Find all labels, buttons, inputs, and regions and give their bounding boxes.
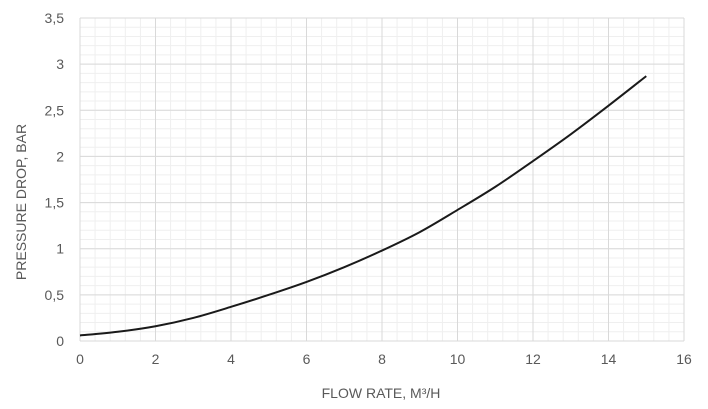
- y-tick-label: 0,5: [45, 287, 65, 303]
- x-tick-label: 12: [525, 351, 541, 367]
- x-tick-label: 2: [152, 351, 160, 367]
- y-tick-label: 0: [56, 333, 64, 349]
- y-tick-label: 1: [56, 241, 64, 257]
- series-line: [79, 75, 647, 337]
- major-gridlines: [79, 17, 685, 342]
- y-tick-label: 3: [56, 56, 64, 72]
- x-tick-label: 6: [303, 351, 311, 367]
- x-tick-label: 8: [378, 351, 386, 367]
- y-axis-title: PRESSURE DROP, BAR: [13, 124, 29, 280]
- x-tick-label: 0: [76, 351, 84, 367]
- y-tick-label: 2,5: [45, 102, 65, 118]
- x-tick-label: 16: [676, 351, 692, 367]
- x-tick-label: 10: [450, 351, 466, 367]
- x-axis-title: FLOW RATE, M³/H: [322, 385, 441, 401]
- y-axis-ticks: 0 0,5 1 1,5 2 2,5 3 3,5: [45, 10, 65, 349]
- x-axis-ticks: 0 2 4 6 8 10 12 14 16: [76, 351, 692, 367]
- x-tick-label: 4: [227, 351, 235, 367]
- x-tick-label: 14: [601, 351, 617, 367]
- y-tick-label: 3,5: [45, 10, 65, 26]
- y-tick-label: 1,5: [45, 195, 65, 211]
- series-layer: [79, 75, 647, 337]
- y-tick-label: 2: [56, 148, 64, 164]
